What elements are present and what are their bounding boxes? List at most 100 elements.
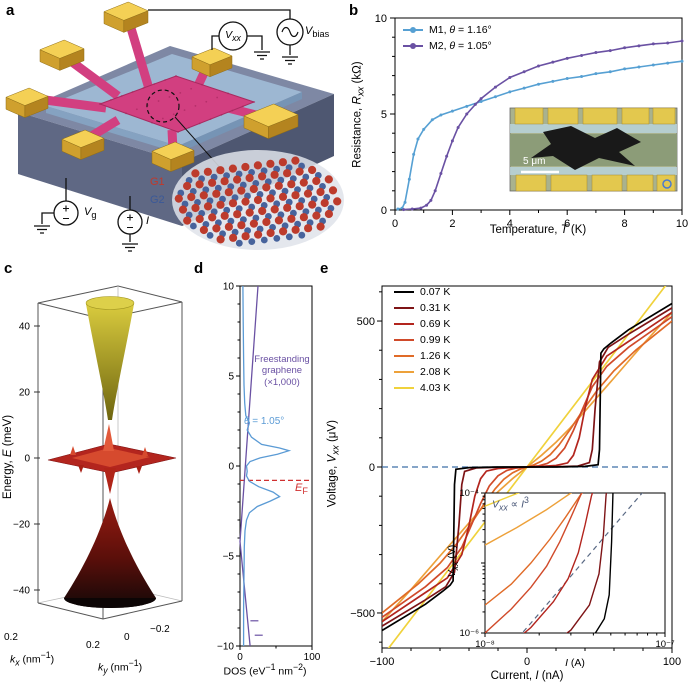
series-line — [382, 302, 672, 632]
svg-text:0: 0 — [369, 462, 375, 474]
svg-text:10⁻⁷: 10⁻⁷ — [655, 639, 675, 650]
legend-item: 0.07 K — [394, 284, 450, 300]
e-inset-x-axis-label: I (A) — [565, 657, 585, 669]
legend-label: 0.07 K — [420, 286, 451, 298]
fermi-level-label: EF — [295, 482, 308, 497]
svg-text:2: 2 — [449, 218, 455, 230]
svg-text:0: 0 — [392, 218, 398, 230]
svg-text:4: 4 — [507, 218, 513, 230]
vbias-label: Vbias — [305, 25, 330, 40]
legend-mark — [394, 322, 414, 326]
panel-a: a Vxx Vbias Vg I G1 G2 — [0, 0, 345, 258]
svg-text:−40: −40 — [13, 586, 30, 597]
series-line — [239, 285, 259, 647]
e-legend: 0.07 K 0.31 K 0.69 K 0.99 K 1.26 K 2.08 K 4.03… — [394, 284, 450, 396]
legend-item: 4.03 K — [394, 380, 450, 396]
resistance-temperature-chart: 0 2 4 6 8 10 0 5 10 5 μm — [375, 13, 688, 230]
c-ky-axis-label: ky (nm−1) — [98, 658, 143, 676]
svg-text:10: 10 — [676, 218, 688, 230]
legend-mark — [394, 290, 414, 294]
upper-dirac-cone — [86, 304, 134, 420]
series-line — [485, 493, 583, 606]
legend-label: 0.69 K — [420, 318, 451, 330]
current-source-symbol — [117, 209, 143, 235]
e-x-axis-label: Current, I (nA) — [490, 670, 564, 682]
c-band-structure — [47, 296, 177, 608]
svg-text:5: 5 — [228, 372, 234, 383]
lower-dirac-cone — [64, 498, 156, 608]
legend-mark — [403, 42, 423, 49]
c-energy-axis-label: Energy, E (meV) — [2, 414, 14, 500]
svg-text:10⁻⁴: 10⁻⁴ — [459, 488, 479, 499]
svg-text:6: 6 — [564, 218, 570, 230]
legend-item: 0.31 K — [394, 300, 450, 316]
twist-angle-annotation: θ = 1.05° — [244, 416, 285, 427]
b-x-axis-label: Temperature, T (K) — [489, 224, 587, 236]
freestanding-graphene-annotation: Freestanding graphene (×1,000) — [254, 354, 310, 388]
voltage-current-chart: −100 0 100 −500 0 500 10⁻⁸ 10⁻⁷ 10⁻⁶ 10⁻⁴ — [350, 285, 681, 668]
ground-icon — [122, 243, 138, 252]
vxx-voltmeter-label: Vxx — [225, 29, 241, 44]
graphene-layer1-label: G1 — [150, 176, 165, 188]
ground-icon — [282, 56, 298, 65]
c-ky-tick-1: 0.2 — [86, 640, 100, 651]
legend-label: 0.99 K — [420, 334, 451, 346]
scale-bar-label: 5 μm — [523, 156, 545, 167]
panel-label-b: b — [349, 2, 359, 19]
svg-text:−20: −20 — [13, 520, 30, 531]
legend-mark — [394, 370, 414, 374]
cubic-guide-line — [521, 493, 643, 633]
svg-text:10: 10 — [223, 282, 235, 293]
ground-icon — [34, 225, 50, 234]
svg-text:100: 100 — [663, 656, 681, 668]
svg-text:−100: −100 — [370, 656, 395, 668]
series-line — [397, 60, 683, 210]
moire-lattice — [172, 150, 344, 250]
legend-label: 0.31 K — [420, 302, 451, 314]
svg-text:0: 0 — [381, 205, 387, 217]
svg-text:0: 0 — [228, 462, 234, 473]
c-kx-axis-label: kx (nm−1) — [10, 650, 55, 668]
d-series — [239, 285, 292, 647]
c-kx-tick: 0.2 — [4, 632, 18, 643]
e-y-axis-label: Voltage, Vxx (μV) — [326, 420, 342, 508]
legend-label: 1.26 K — [420, 350, 451, 362]
b-optical-image-inset: 5 μm — [509, 107, 678, 192]
vxx-voltmeter-symbol — [218, 21, 248, 51]
legend-item: 0.99 K — [394, 332, 450, 348]
panel-d: 10 5 0 −5 −10 0 100 d DOS (eV−1 nm−2) Freestan… — [194, 258, 321, 687]
circuit — [34, 9, 304, 252]
panel-label-e: e — [320, 260, 329, 277]
svg-text:500: 500 — [357, 316, 375, 328]
svg-text:100: 100 — [304, 652, 321, 663]
graphite-flake — [531, 126, 641, 170]
cubic-guide-label: Vxx ∝ I3 — [492, 495, 529, 513]
legend-label: M1, θ = 1.16° — [429, 24, 492, 36]
svg-text:8: 8 — [622, 218, 628, 230]
c-ky-tick-3: −0.2 — [150, 624, 170, 635]
e-series — [382, 286, 672, 648]
band-structure-3d: 40 20 0 −20 −40 — [13, 285, 183, 620]
device-schematic — [5, 1, 344, 252]
gold-electrodes — [5, 1, 299, 172]
panel-label-c: c — [4, 260, 13, 277]
legend-item: 1.26 K — [394, 348, 450, 364]
series-line — [485, 493, 521, 507]
graphene-layer2-label: G2 — [150, 194, 165, 206]
d-x-axis-label: DOS (eV−1 nm−2) — [223, 662, 307, 678]
legend-item: 2.08 K — [394, 364, 450, 380]
series-line — [594, 493, 614, 633]
e-loglog-inset: 10⁻⁸ 10⁻⁷ 10⁻⁶ 10⁻⁴ — [459, 488, 675, 650]
panel-c: 40 20 0 −20 −40 c Energy, E (meV) 0.2 kx (nm… — [0, 258, 200, 687]
legend-mark — [394, 386, 414, 390]
svg-text:20: 20 — [19, 388, 31, 399]
e-inset-y-axis-label: Vxx (V) — [445, 544, 461, 578]
legend-item: M2, θ = 1.05° — [403, 38, 492, 54]
svg-text:0: 0 — [237, 652, 243, 663]
legend-mark — [394, 338, 414, 342]
legend-mark — [403, 26, 423, 33]
svg-text:5: 5 — [381, 109, 387, 121]
legend-item: M1, θ = 1.16° — [403, 22, 492, 38]
